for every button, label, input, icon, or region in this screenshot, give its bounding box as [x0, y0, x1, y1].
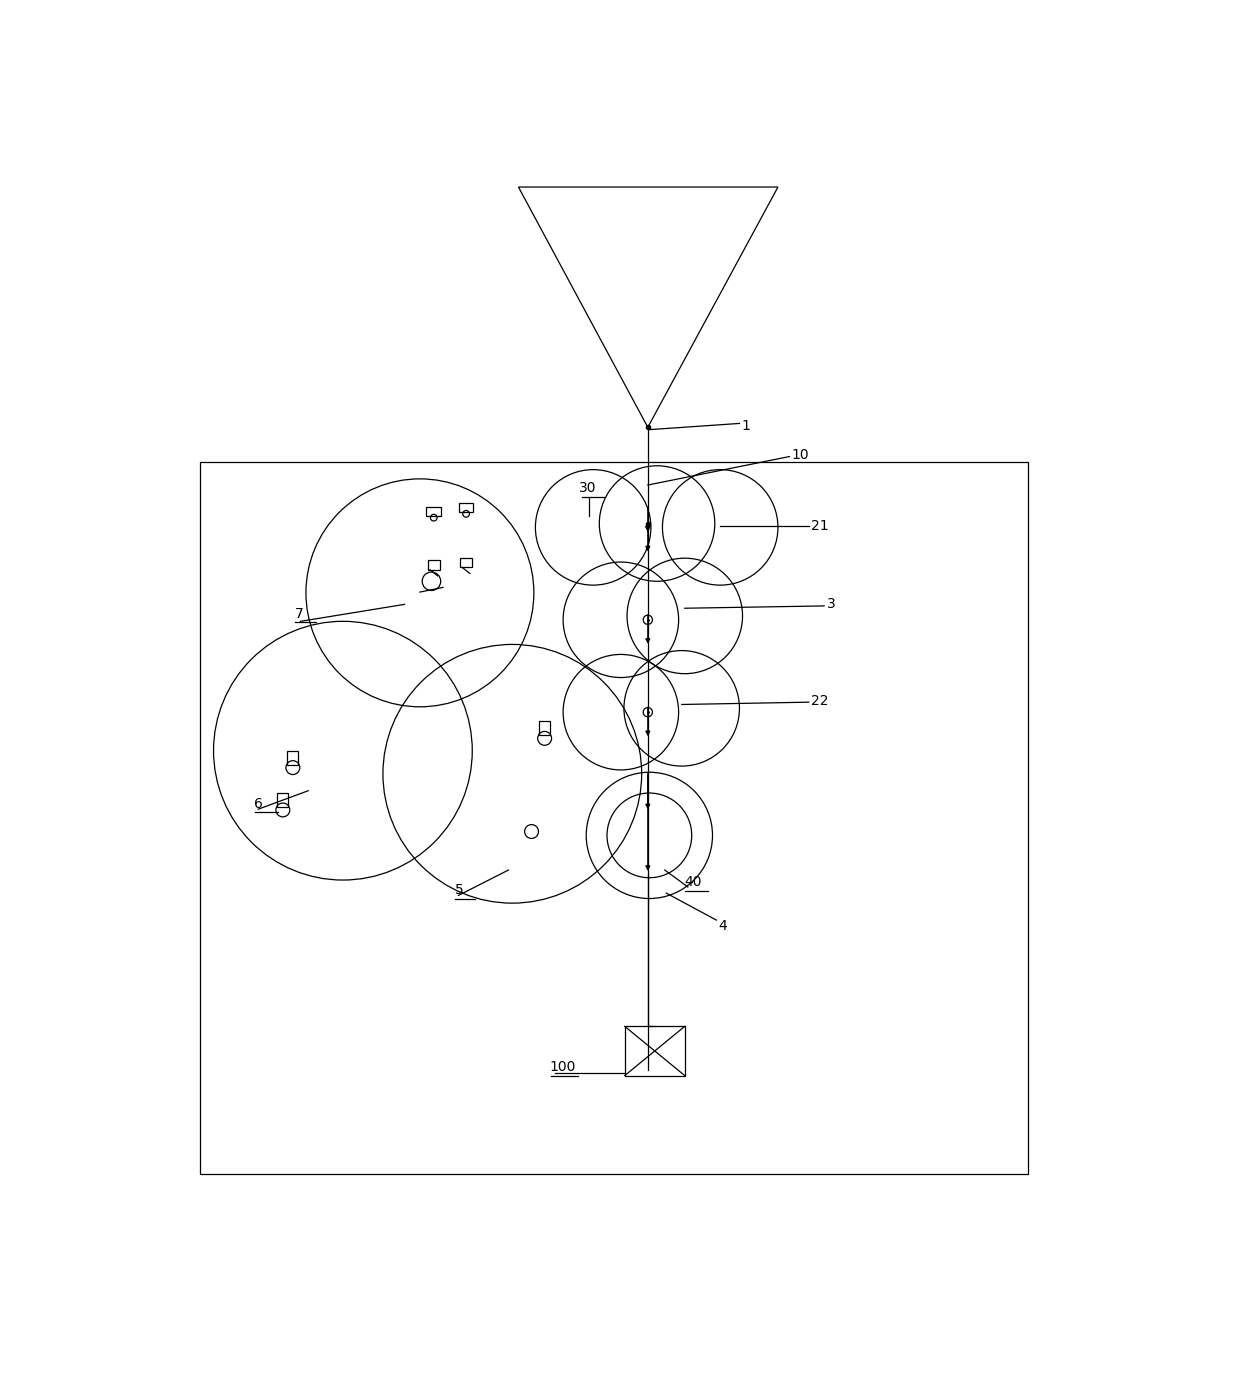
Bar — [288, 750, 299, 764]
Text: 21: 21 — [811, 519, 828, 532]
Bar — [427, 506, 441, 516]
Bar — [278, 793, 288, 807]
Text: 5: 5 — [455, 883, 464, 896]
Bar — [428, 560, 440, 570]
Text: 7: 7 — [295, 607, 304, 622]
Text: 30: 30 — [579, 481, 596, 495]
Text: 22: 22 — [811, 694, 828, 707]
Text: 3: 3 — [826, 597, 836, 611]
Bar — [625, 1026, 684, 1076]
Bar — [460, 558, 472, 567]
Bar — [539, 721, 551, 735]
Text: 1: 1 — [742, 419, 750, 433]
Bar — [201, 462, 1028, 1174]
Text: 40: 40 — [684, 876, 702, 889]
Bar — [459, 503, 474, 512]
Text: 4: 4 — [719, 918, 728, 932]
Text: 10: 10 — [792, 448, 810, 462]
Text: 100: 100 — [549, 1060, 575, 1074]
Text: 6: 6 — [254, 797, 263, 811]
